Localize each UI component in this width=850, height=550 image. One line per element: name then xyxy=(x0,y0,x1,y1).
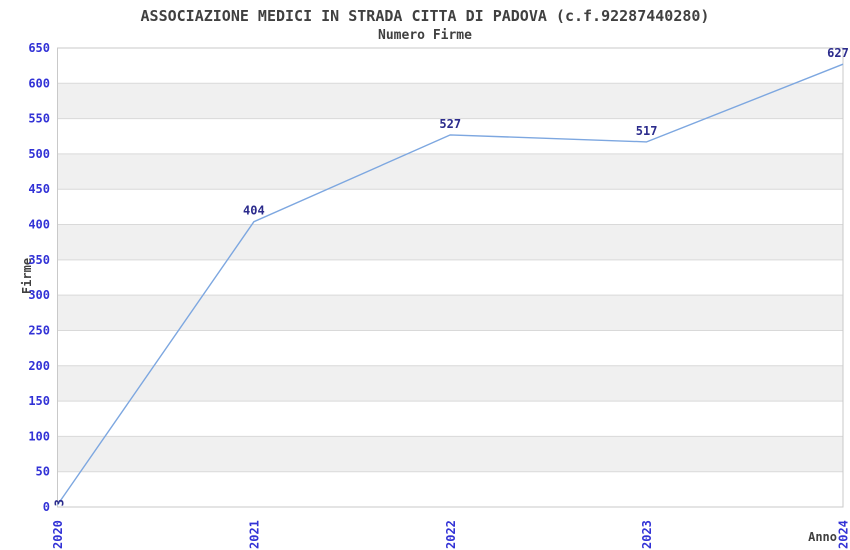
plot-band xyxy=(57,189,843,225)
plot-band xyxy=(57,259,843,296)
y-tick-label: 200 xyxy=(28,359,50,373)
point-label: 3 xyxy=(53,499,67,506)
point-label: 517 xyxy=(636,124,658,138)
y-tick-label: 500 xyxy=(28,147,50,161)
chart-title: ASSOCIAZIONE MEDICI IN STRADA CITTA DI P… xyxy=(140,7,710,25)
series-line xyxy=(56,63,844,506)
x-tick-label: 2022 xyxy=(444,520,458,549)
point-label: 627 xyxy=(827,46,849,60)
y-tick-label: 100 xyxy=(28,429,50,443)
point-label: 527 xyxy=(439,117,461,131)
y-tick-label: 0 xyxy=(43,500,50,514)
y-tick-label: 250 xyxy=(28,323,50,337)
plot-band xyxy=(57,153,843,190)
plot-band xyxy=(57,118,843,154)
y-tick-label: 150 xyxy=(28,394,50,408)
plot-band xyxy=(57,83,843,119)
y-tick-label: 650 xyxy=(28,41,50,55)
plot-band xyxy=(57,295,843,331)
x-axis-title: Anno xyxy=(808,530,837,544)
plot-band xyxy=(57,48,843,84)
plot-band xyxy=(57,224,843,260)
x-tick-label: 2021 xyxy=(247,520,261,549)
y-tick-label: 600 xyxy=(28,76,50,90)
plot-border xyxy=(57,47,844,508)
plot-band xyxy=(57,365,843,402)
y-tick-label: 550 xyxy=(28,112,50,126)
plot-band xyxy=(57,471,843,507)
x-tick-label: 2023 xyxy=(640,520,654,549)
y-tick-label: 350 xyxy=(28,253,50,267)
plot-band xyxy=(57,401,843,437)
point-label: 404 xyxy=(243,204,265,218)
plot-band xyxy=(57,330,843,366)
y-tick-label: 450 xyxy=(28,182,50,196)
y-tick-label: 300 xyxy=(28,288,50,302)
x-tick-label: 2020 xyxy=(51,520,65,549)
x-tick-label: 2024 xyxy=(837,520,850,549)
y-tick-label: 400 xyxy=(28,218,50,232)
plot-band xyxy=(57,436,843,472)
chart-subtitle: Numero Firme xyxy=(378,28,472,43)
y-tick-label: 50 xyxy=(36,465,50,479)
